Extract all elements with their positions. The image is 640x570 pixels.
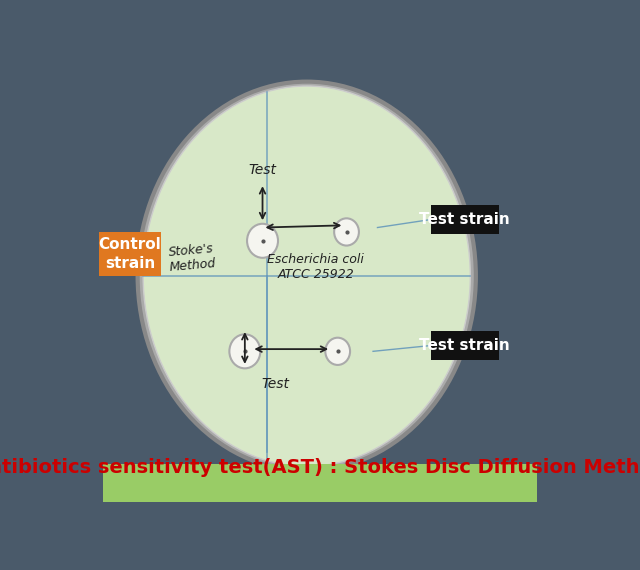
Ellipse shape bbox=[247, 224, 278, 258]
Text: Test strain: Test strain bbox=[419, 338, 510, 353]
Ellipse shape bbox=[325, 337, 350, 365]
Text: Test: Test bbox=[262, 377, 290, 392]
Ellipse shape bbox=[143, 86, 470, 466]
FancyBboxPatch shape bbox=[431, 331, 499, 360]
FancyBboxPatch shape bbox=[431, 205, 499, 234]
Text: Control
strain: Control strain bbox=[99, 237, 161, 271]
Ellipse shape bbox=[229, 334, 260, 368]
Text: Test: Test bbox=[248, 163, 276, 177]
Text: Stoke's
Method: Stoke's Method bbox=[167, 242, 216, 275]
Ellipse shape bbox=[138, 82, 476, 471]
FancyBboxPatch shape bbox=[99, 232, 161, 276]
Text: Antibiotics sensitivity test(AST) : Stokes Disc Diffusion Method: Antibiotics sensitivity test(AST) : Stok… bbox=[0, 458, 640, 477]
Ellipse shape bbox=[334, 218, 359, 246]
Text: Escherichia coli
ATCC 25922: Escherichia coli ATCC 25922 bbox=[267, 253, 364, 282]
Text: Test strain: Test strain bbox=[419, 212, 510, 227]
FancyBboxPatch shape bbox=[103, 464, 537, 502]
